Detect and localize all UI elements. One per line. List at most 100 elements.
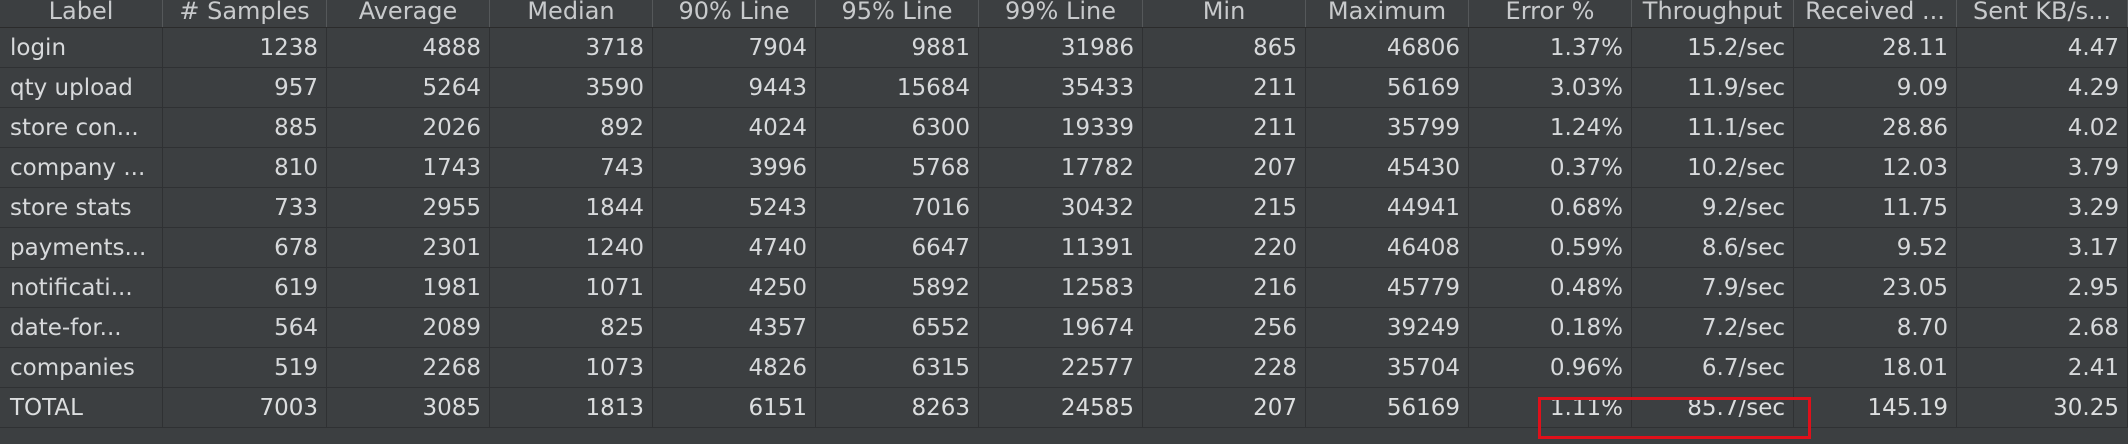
cell-median: 743 <box>490 148 653 188</box>
cell-received: 8.70 <box>1794 308 1957 348</box>
cell-label: login <box>0 28 163 68</box>
cell-average: 2268 <box>327 348 490 388</box>
cell-line95: 7016 <box>816 188 979 228</box>
cell-line90: 7904 <box>653 28 816 68</box>
column-header-sent[interactable]: Sent KB/s... <box>1957 0 2128 27</box>
cell-maximum: 35704 <box>1306 348 1469 388</box>
cell-received: 9.52 <box>1794 228 1957 268</box>
cell-line90: 9443 <box>653 68 816 108</box>
column-header-median[interactable]: Median <box>490 0 653 27</box>
cell-error: 0.68% <box>1469 188 1632 228</box>
cell-received: 28.11 <box>1794 28 1957 68</box>
cell-min: 220 <box>1143 228 1306 268</box>
cell-median: 1071 <box>490 268 653 308</box>
table-row[interactable]: store stats 733 2955 1844 5243 7016 30432 215 44… <box>0 188 2128 228</box>
cell-median: 1240 <box>490 228 653 268</box>
column-header-throughput[interactable]: Throughput <box>1632 0 1794 27</box>
column-header-line99[interactable]: 99% Line <box>979 0 1143 27</box>
cell-throughput: 7.9/sec <box>1632 268 1794 308</box>
cell-maximum: 56169 <box>1306 388 1469 428</box>
cell-min: 207 <box>1143 388 1306 428</box>
cell-error: 1.37% <box>1469 28 1632 68</box>
cell-line99: 24585 <box>979 388 1143 428</box>
cell-average: 2089 <box>327 308 490 348</box>
table-row[interactable]: notificati... 619 1981 1071 4250 5892 12583 216… <box>0 268 2128 308</box>
cell-line99: 22577 <box>979 348 1143 388</box>
cell-throughput: 11.1/sec <box>1632 108 1794 148</box>
table-row[interactable]: login 1238 4888 3718 7904 9881 31986 865 46806 1.… <box>0 28 2128 68</box>
cell-samples: 7003 <box>163 388 327 428</box>
cell-throughput: 15.2/sec <box>1632 28 1794 68</box>
table-row[interactable]: store con... 885 2026 892 4024 6300 19339 211 35… <box>0 108 2128 148</box>
cell-label: date-for... <box>0 308 163 348</box>
cell-maximum: 35799 <box>1306 108 1469 148</box>
cell-line95: 5768 <box>816 148 979 188</box>
column-header-label[interactable]: Label <box>0 0 163 27</box>
cell-line99: 30432 <box>979 188 1143 228</box>
cell-label: company ... <box>0 148 163 188</box>
cell-line99: 19674 <box>979 308 1143 348</box>
cell-min: 216 <box>1143 268 1306 308</box>
cell-maximum: 45779 <box>1306 268 1469 308</box>
column-header-received[interactable]: Received ... <box>1794 0 1957 27</box>
cell-samples: 619 <box>163 268 327 308</box>
cell-line95: 15684 <box>816 68 979 108</box>
cell-error: 0.48% <box>1469 268 1632 308</box>
cell-maximum: 56169 <box>1306 68 1469 108</box>
cell-line95: 6315 <box>816 348 979 388</box>
cell-sent: 3.17 <box>1957 228 2128 268</box>
cell-line95: 5892 <box>816 268 979 308</box>
table-row[interactable]: company ... 810 1743 743 3996 5768 17782 207 454… <box>0 148 2128 188</box>
cell-line95: 6552 <box>816 308 979 348</box>
cell-average: 1743 <box>327 148 490 188</box>
cell-sent: 4.02 <box>1957 108 2128 148</box>
cell-error: 3.03% <box>1469 68 1632 108</box>
cell-error: 0.59% <box>1469 228 1632 268</box>
column-header-min[interactable]: Min <box>1143 0 1306 27</box>
cell-label: store con... <box>0 108 163 148</box>
column-header-average[interactable]: Average <box>327 0 490 27</box>
cell-samples: 678 <box>163 228 327 268</box>
cell-min: 211 <box>1143 108 1306 148</box>
cell-label: notificati... <box>0 268 163 308</box>
cell-line90: 4826 <box>653 348 816 388</box>
cell-sent: 3.79 <box>1957 148 2128 188</box>
cell-median: 1844 <box>490 188 653 228</box>
cell-line90: 4024 <box>653 108 816 148</box>
cell-sent: 30.25 <box>1957 388 2128 428</box>
cell-sent: 4.47 <box>1957 28 2128 68</box>
table-row[interactable]: companies 519 2268 1073 4826 6315 22577 228 3570… <box>0 348 2128 388</box>
column-header-error[interactable]: Error % <box>1469 0 1632 27</box>
cell-median: 3590 <box>490 68 653 108</box>
cell-samples: 733 <box>163 188 327 228</box>
cell-line90: 5243 <box>653 188 816 228</box>
cell-received: 11.75 <box>1794 188 1957 228</box>
column-header-line90[interactable]: 90% Line <box>653 0 816 27</box>
table-row[interactable]: date-for... 564 2089 825 4357 6552 19674 256 392… <box>0 308 2128 348</box>
column-header-line95[interactable]: 95% Line <box>816 0 979 27</box>
cell-samples: 885 <box>163 108 327 148</box>
column-header-maximum[interactable]: Maximum <box>1306 0 1469 27</box>
cell-throughput: 85.7/sec <box>1632 388 1794 428</box>
cell-average: 4888 <box>327 28 490 68</box>
cell-line95: 6300 <box>816 108 979 148</box>
cell-samples: 1238 <box>163 28 327 68</box>
cell-error: 0.37% <box>1469 148 1632 188</box>
cell-min: 211 <box>1143 68 1306 108</box>
table-row[interactable]: qty upload 957 5264 3590 9443 15684 35433 211 56… <box>0 68 2128 108</box>
column-header-samples[interactable]: # Samples <box>163 0 327 27</box>
cell-sent: 3.29 <box>1957 188 2128 228</box>
cell-received: 145.19 <box>1794 388 1957 428</box>
table-row[interactable]: payments... 678 2301 1240 4740 6647 11391 220 46… <box>0 228 2128 268</box>
cell-throughput: 9.2/sec <box>1632 188 1794 228</box>
cell-sent: 4.29 <box>1957 68 2128 108</box>
cell-line95: 6647 <box>816 228 979 268</box>
cell-line90: 4250 <box>653 268 816 308</box>
total-row[interactable]: TOTAL 7003 3085 1813 6151 8263 24585 207 56169 1.… <box>0 388 2128 428</box>
cell-throughput: 8.6/sec <box>1632 228 1794 268</box>
cell-label: qty upload <box>0 68 163 108</box>
cell-samples: 519 <box>163 348 327 388</box>
cell-received: 9.09 <box>1794 68 1957 108</box>
cell-line95: 8263 <box>816 388 979 428</box>
cell-throughput: 7.2/sec <box>1632 308 1794 348</box>
